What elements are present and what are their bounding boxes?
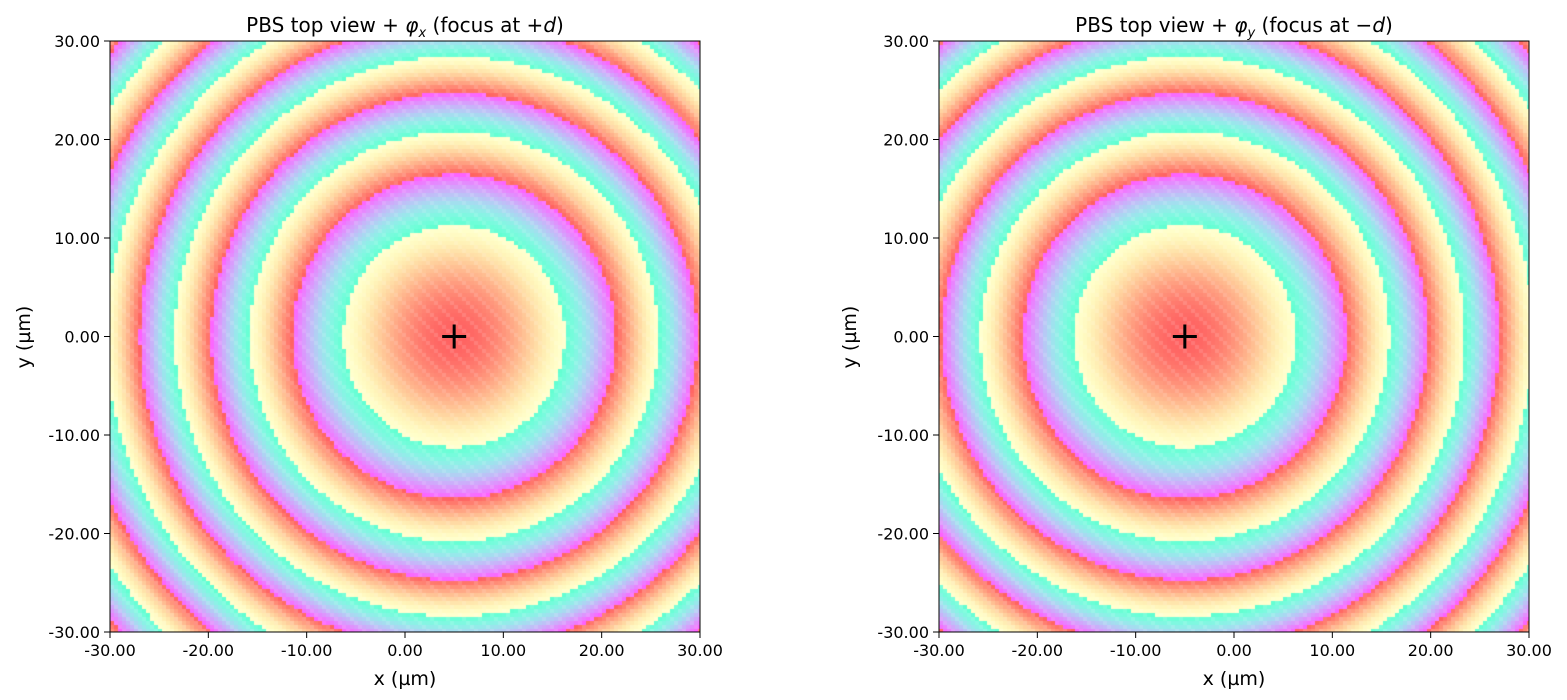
x-tick-label: -10.00: [281, 641, 333, 660]
right-y-axis-label: y (µm): [839, 306, 861, 369]
x-tick-label: 20.00: [1408, 641, 1454, 660]
left-panel: PBS top view + φx (focus at +d) -30.00 -2…: [13, 13, 723, 690]
x-tick-label: -20.00: [183, 641, 235, 660]
y-tick-label: 10.00: [54, 229, 100, 248]
y-tick-label: -10.00: [48, 426, 100, 445]
y-tick-label: 20.00: [54, 131, 100, 150]
y-tick-label: 30.00: [54, 32, 100, 51]
y-tick-label: 0.00: [893, 328, 929, 347]
y-tick-label: -30.00: [48, 623, 100, 642]
left-y-axis: 30.00 20.00 10.00 0.00 -10.00 -20.00 -30.00: [48, 32, 110, 642]
right-x-axis: -30.00 -20.00 -10.00 0.00 10.00 20.00 30.00: [913, 632, 1552, 660]
right-x-axis-label: x (µm): [1203, 668, 1266, 690]
x-tick-label: -30.00: [913, 641, 965, 660]
x-tick-label: 10.00: [1309, 641, 1355, 660]
right-focus-marker: [1172, 324, 1197, 349]
left-x-axis-label: x (µm): [374, 668, 437, 690]
x-tick-label: 0.00: [1216, 641, 1252, 660]
right-y-axis: 30.00 20.00 10.00 0.00 -10.00 -20.00 -30.00: [877, 32, 939, 642]
left-panel-title: PBS top view + φx (focus at +d): [246, 13, 564, 41]
x-tick-label: 30.00: [1506, 641, 1552, 660]
y-tick-label: -30.00: [877, 623, 929, 642]
right-phase-map: [939, 41, 1529, 632]
y-tick-label: -20.00: [48, 525, 100, 544]
y-tick-label: 20.00: [883, 131, 929, 150]
left-phase-map: [110, 41, 700, 632]
x-tick-label: 30.00: [677, 641, 723, 660]
y-tick-label: -20.00: [877, 525, 929, 544]
x-tick-label: -20.00: [1012, 641, 1064, 660]
right-panel: PBS top view + φy (focus at −d) -30.00 -2…: [839, 13, 1552, 690]
y-tick-label: 0.00: [64, 328, 100, 347]
y-tick-label: -10.00: [877, 426, 929, 445]
x-tick-label: 0.00: [387, 641, 423, 660]
y-tick-label: 10.00: [883, 229, 929, 248]
left-y-axis-label: y (µm): [13, 306, 35, 369]
y-tick-label: 30.00: [883, 32, 929, 51]
x-tick-label: 20.00: [579, 641, 625, 660]
left-focus-marker: [442, 324, 467, 349]
x-tick-label: -10.00: [1110, 641, 1162, 660]
left-x-axis: -30.00 -20.00 -10.00 0.00 10.00 20.00 30.00: [84, 632, 723, 660]
x-tick-label: -30.00: [84, 641, 136, 660]
right-panel-title: PBS top view + φy (focus at −d): [1075, 13, 1393, 41]
x-tick-label: 10.00: [480, 641, 526, 660]
